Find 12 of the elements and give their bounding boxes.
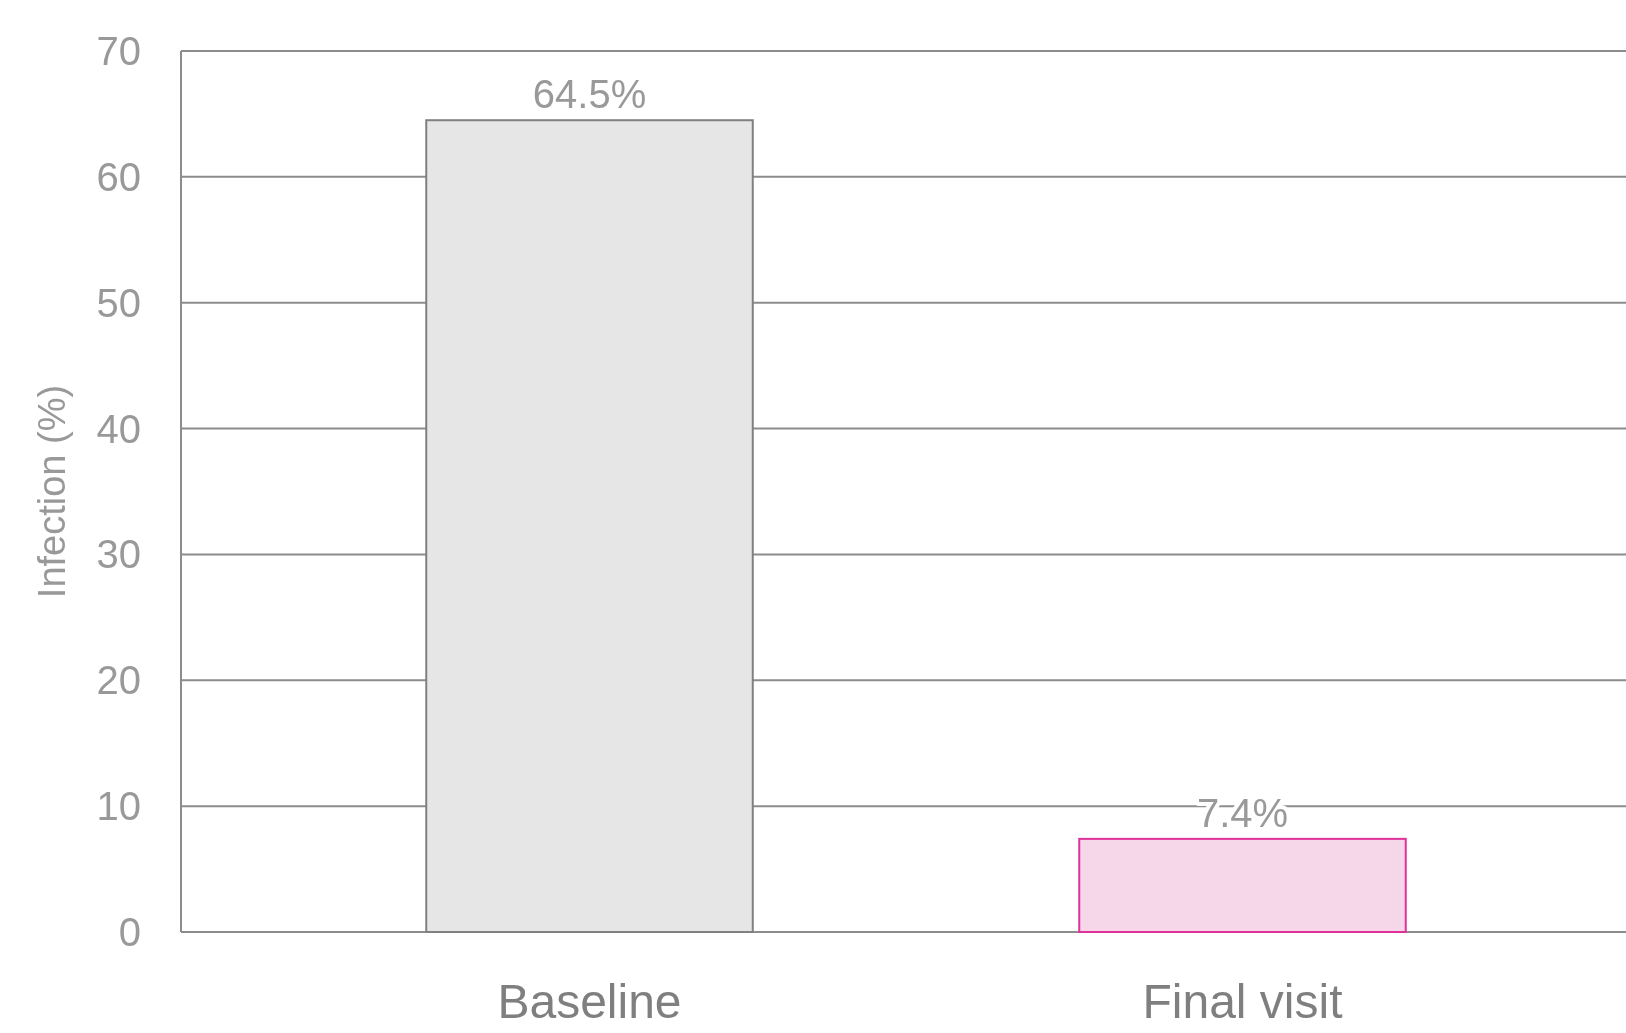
y-tick-label: 30 bbox=[96, 532, 141, 577]
x-tick-label: Baseline bbox=[497, 975, 682, 1028]
y-tick-label: 40 bbox=[96, 406, 141, 451]
x-tick-label: Final visit bbox=[1142, 975, 1343, 1028]
data-label: 64.5% bbox=[532, 72, 647, 117]
y-tick-label: 50 bbox=[96, 280, 141, 325]
y-tick-label: 10 bbox=[96, 784, 141, 829]
y-axis-title: Infection (%) bbox=[31, 384, 73, 599]
y-tick-label: 60 bbox=[96, 154, 141, 199]
y-tick-label: 20 bbox=[96, 658, 141, 703]
y-tick-label: 0 bbox=[118, 910, 141, 954]
y-tick-label: 70 bbox=[96, 29, 141, 73]
